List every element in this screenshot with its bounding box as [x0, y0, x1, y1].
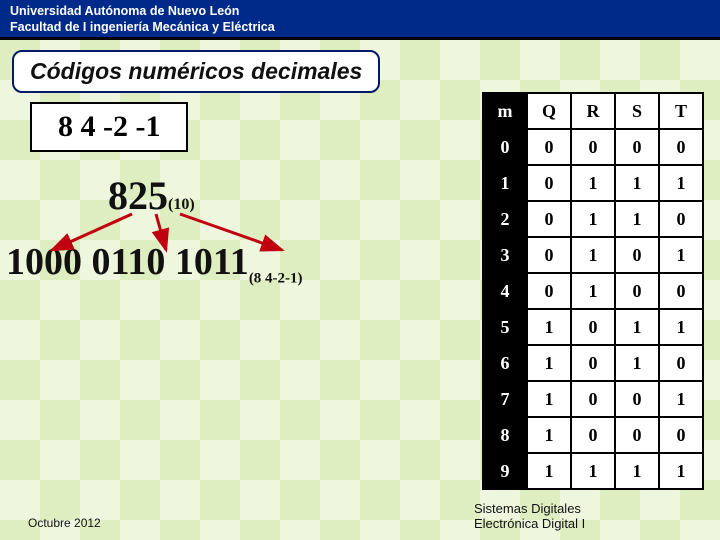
faculty-name: Facultad de I ingeniería Mecánica y Eléc… [10, 20, 710, 36]
cell: 0 [527, 165, 571, 201]
cell: 1 [571, 165, 615, 201]
cell: 1 [659, 165, 703, 201]
row-index: 8 [483, 417, 527, 453]
footer-date: Octubre 2012 [28, 516, 101, 530]
cell: 0 [571, 129, 615, 165]
col-header-m: m [483, 93, 527, 129]
col-header-s: S [615, 93, 659, 129]
cell: 0 [571, 309, 615, 345]
cell: 0 [571, 381, 615, 417]
cell: 0 [659, 417, 703, 453]
cell: 0 [527, 237, 571, 273]
col-header-r: R [571, 93, 615, 129]
cell: 0 [659, 201, 703, 237]
cell: 1 [615, 345, 659, 381]
binary-group-3: 1011 [175, 241, 249, 283]
cell: 1 [527, 417, 571, 453]
row-index: 5 [483, 309, 527, 345]
cell: 0 [571, 345, 615, 381]
cell: 0 [527, 129, 571, 165]
binary-base: (8 4-2-1) [249, 271, 303, 287]
footer-course-2: Electrónica Digital I [474, 516, 585, 532]
cell: 1 [659, 453, 703, 489]
cell: 0 [659, 273, 703, 309]
cell: 1 [527, 345, 571, 381]
cell: 0 [527, 201, 571, 237]
cell: 1 [615, 201, 659, 237]
decimal-digits: 825 [108, 173, 168, 218]
row-index: 7 [483, 381, 527, 417]
code-weights-box: 8 4 -2 -1 [30, 102, 188, 152]
table-row: 10111 [483, 165, 703, 201]
table-row: 20110 [483, 201, 703, 237]
table-row: 71001 [483, 381, 703, 417]
cell: 0 [571, 417, 615, 453]
table-row: 81000 [483, 417, 703, 453]
cell: 0 [659, 345, 703, 381]
cell: 1 [527, 381, 571, 417]
cell: 0 [615, 417, 659, 453]
cell: 1 [571, 237, 615, 273]
cell: 1 [659, 237, 703, 273]
cell: 1 [615, 165, 659, 201]
row-index: 0 [483, 129, 527, 165]
footer-course-1: Sistemas Digitales [474, 501, 585, 517]
cell: 1 [659, 309, 703, 345]
decimal-base: (10) [168, 196, 195, 213]
table-row: 61010 [483, 345, 703, 381]
cell: 1 [571, 273, 615, 309]
binary-group-2: 0110 [92, 241, 166, 283]
cell: 0 [527, 273, 571, 309]
cell: 1 [615, 453, 659, 489]
decimal-number: 825(10) [108, 172, 195, 219]
col-header-q: Q [527, 93, 571, 129]
cell: 0 [615, 237, 659, 273]
cell: 1 [571, 453, 615, 489]
cell: 1 [527, 453, 571, 489]
row-index: 1 [483, 165, 527, 201]
university-name: Universidad Autónoma de Nuevo León [10, 4, 710, 20]
row-index: 9 [483, 453, 527, 489]
row-index: 4 [483, 273, 527, 309]
code-table: mQRST 0000010111201103010140100510116101… [482, 92, 704, 490]
table-row: 91111 [483, 453, 703, 489]
cell: 0 [615, 273, 659, 309]
cell: 1 [527, 309, 571, 345]
binary-encoding: 1000 0110 1011(8 4-2-1) [6, 240, 303, 288]
table-row: 30101 [483, 237, 703, 273]
table-row: 00000 [483, 129, 703, 165]
row-index: 3 [483, 237, 527, 273]
row-index: 6 [483, 345, 527, 381]
col-header-t: T [659, 93, 703, 129]
cell: 1 [615, 309, 659, 345]
slide-title: Códigos numéricos decimales [12, 50, 380, 93]
cell: 0 [659, 129, 703, 165]
footer-course: Sistemas Digitales Electrónica Digital I [474, 501, 585, 532]
table-row: 51011 [483, 309, 703, 345]
cell: 0 [615, 129, 659, 165]
binary-group-1: 1000 [6, 241, 82, 283]
cell: 1 [571, 201, 615, 237]
table-row: 40100 [483, 273, 703, 309]
cell: 1 [659, 381, 703, 417]
header-bar: Universidad Autónoma de Nuevo León Facul… [0, 0, 720, 40]
cell: 0 [615, 381, 659, 417]
row-index: 2 [483, 201, 527, 237]
